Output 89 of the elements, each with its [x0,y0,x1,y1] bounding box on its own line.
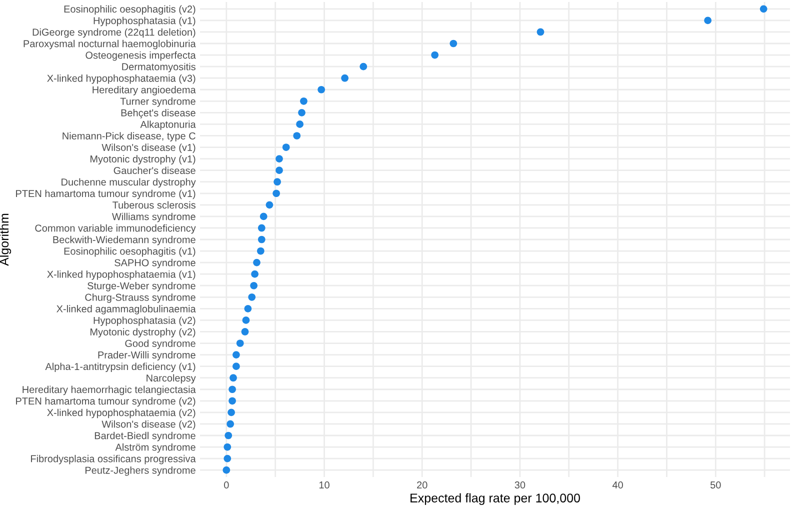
y-tick-label: Narcolepsy [146,374,196,384]
x-tick-label: 0 [224,481,229,489]
y-tick-label: Myotonic dystrophy (v2) [90,328,196,338]
point [251,270,258,278]
y-tick-label: Alpha-1-antitrypsin deficiency (v1) [45,362,196,372]
y-tick-label: X-linked hypophosphataemia (v3) [47,74,196,84]
point [232,351,240,358]
y-tick-label: Wilson's disease (v2) [102,420,196,430]
point [226,420,234,428]
point [760,5,768,13]
point [296,120,304,128]
y-tick-label: Behçet's disease [121,109,196,118]
y-tick-label: Hypophosphatasia (v1) [94,16,196,26]
y-tick-label: Turner syndrome [120,98,196,107]
y-tick-label: Eosinophilic oesophagitis (v1) [64,247,196,257]
y-tick-label: PTEN hamartoma tumour syndrome (v2) [16,397,196,407]
y-tick-label: Peutz-Jeghers syndrome [86,466,196,476]
point [300,97,308,105]
y-tick-label: Prader-Willi syndrome [98,351,196,360]
point [266,201,274,209]
point [228,386,236,394]
y-tick-label: X-linked agammaglobulinaemia [56,305,196,314]
point [282,144,290,151]
y-tick-label: Bardet-Biedl syndrome [94,432,196,442]
y-tick-label: Paroxysmal nocturnal haemoglobinuria [24,40,196,50]
y-tick-label: Myotonic dystrophy (v1) [90,155,196,164]
point [450,40,458,48]
y-tick-label: Hereditary haemorrhagic telangiectasia [22,386,196,396]
point [431,51,438,59]
x-axis-title: Expected flag rate per 100,000 [410,493,580,505]
y-tick-label: X-linked hypophosphataemia (v1) [47,270,196,280]
point [224,454,232,462]
point [318,86,325,94]
point [241,328,249,336]
y-tick-label: Alström syndrome [115,443,196,453]
y-tick-label: Good syndrome [125,340,196,349]
y-tick-label: Wilson's disease (v1) [102,144,196,153]
y-tick-label: Tuberous sclerosis [112,201,196,209]
y-tick-label: Churg-Strauss syndrome [85,294,196,303]
point [298,109,306,116]
point [230,374,237,382]
point [236,340,244,347]
x-tick-label: 40 [612,481,623,489]
x-tick-label: 30 [514,481,526,489]
x-tick-label: 50 [710,481,721,489]
y-tick-label: SAPHO syndrome [114,258,196,268]
point [536,28,544,36]
y-tick-label: Beckwith-Wiedemann syndrome [53,236,196,246]
y-tick-label: PTEN hamartoma tumour syndrome (v1) [16,190,196,200]
x-tick-label: 20 [417,481,428,489]
point [293,132,301,140]
y-tick-label: X-linked hypophosphataemia (v2) [47,408,196,418]
y-tick-label: Eosinophilic oesophagitis (v2) [64,5,196,15]
point [224,432,232,440]
point [274,178,281,186]
point [248,293,256,301]
point [260,212,268,220]
point [224,443,232,451]
point [341,74,348,82]
y-tick-label: Niemann-Pick disease, type C [62,132,196,142]
point [258,236,266,244]
point [253,258,260,266]
y-tick-label: Duchenne muscular dystrophy [62,178,196,188]
point [276,166,283,174]
point [228,408,235,416]
y-tick-label: Osteogenesis imperfecta [86,51,196,61]
y-tick-label: DiGeorge syndrome (22q11 deletion) [32,28,196,38]
y-tick-label: Williams syndrome [112,212,196,222]
point [258,224,266,232]
point [276,155,283,162]
point [232,362,240,370]
point [222,466,230,474]
point [704,16,712,24]
y-tick-label: Fibrodysplasia ossificans progressiva [31,454,196,464]
y-tick-label: Alkaptonuria [140,120,196,130]
point [256,247,264,255]
point [272,190,280,198]
x-tick-label: 10 [319,481,330,489]
point [242,316,250,324]
y-tick-label: Common variable immunodeficiency [35,224,196,234]
y-tick-label: Dermatomyositis [122,62,196,72]
point [360,62,368,70]
y-tick-label: Gaucher's disease [114,166,196,174]
point [228,397,236,405]
y-tick-label: Sturge-Weber syndrome [88,282,196,292]
point [244,305,252,312]
y-tick-label: Hereditary angioedema [92,86,196,96]
y-tick-label: Hypophosphatasia (v2) [94,316,196,326]
point [250,282,258,290]
